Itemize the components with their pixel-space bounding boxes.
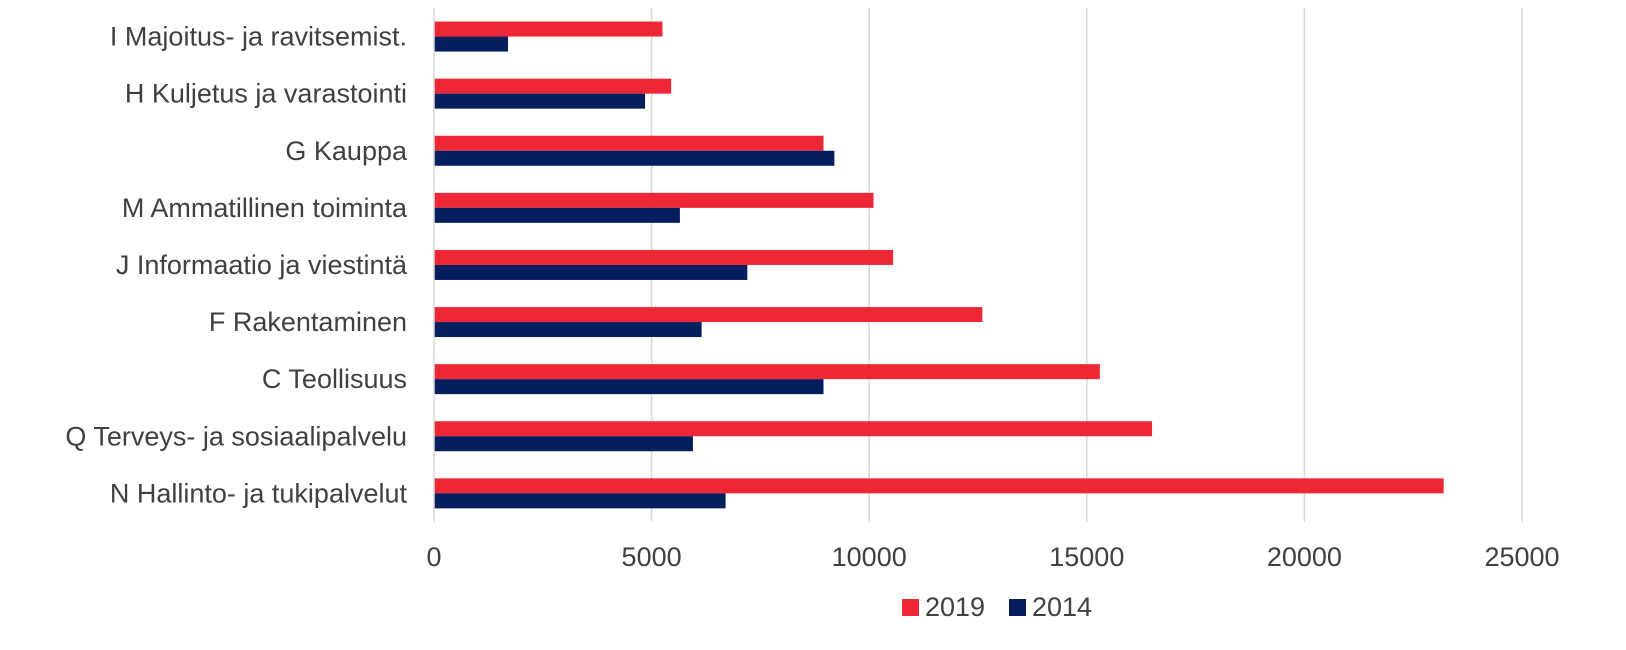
category-label: G Kauppa [285,136,408,166]
bar-2019 [434,478,1444,494]
bar-2014 [434,207,680,223]
bar-2019 [434,192,874,208]
bar-2014 [434,264,748,280]
legend-label: 2019 [925,592,985,622]
category-label: Q Terveys- ja sosiaalipalvelu [65,421,407,451]
category-label: M Ammatillinen toiminta [122,193,408,223]
category-label: C Teollisuus [262,364,407,394]
x-tick-label: 25000 [1484,542,1559,572]
bar-2014 [434,436,693,452]
category-label: I Majoitus- ja ravitsemist. [110,22,407,52]
bar-2014 [434,150,835,166]
bar-2019 [434,364,1100,380]
category-label: J Informaatio ja viestintä [116,250,408,280]
bar-2014 [434,36,508,52]
bar-2014 [434,322,702,338]
x-tick-label: 20000 [1267,542,1342,572]
bar-2019 [434,307,983,323]
legend: 2019 2014 [902,592,1092,622]
bar-2019 [434,78,672,94]
category-label: N Hallinto- ja tukipalvelut [110,478,408,508]
x-tick-label: 0 [426,542,441,572]
bar-2019 [434,421,1153,437]
x-tick-label: 5000 [622,542,682,572]
bar-2019 [434,21,663,37]
legend-swatch-2019 [902,599,919,616]
legend-swatch-2014 [1009,599,1026,616]
bar-2019 [434,135,824,151]
x-tick-label: 10000 [832,542,907,572]
bars [434,21,1444,509]
legend-label: 2014 [1032,592,1092,622]
bar-2019 [434,249,894,265]
category-label: F Rakentaminen [209,307,407,337]
category-label: H Kuljetus ja varastointi [125,79,407,109]
bar-2014 [434,493,726,509]
x-tick-labels: 0 5000 10000 15000 20000 25000 [426,542,1559,572]
category-labels: I Majoitus- ja ravitsemist. H Kuljetus ja… [65,22,408,509]
bar-2014 [434,379,824,395]
bar-2014 [434,93,646,109]
x-tick-label: 15000 [1049,542,1124,572]
